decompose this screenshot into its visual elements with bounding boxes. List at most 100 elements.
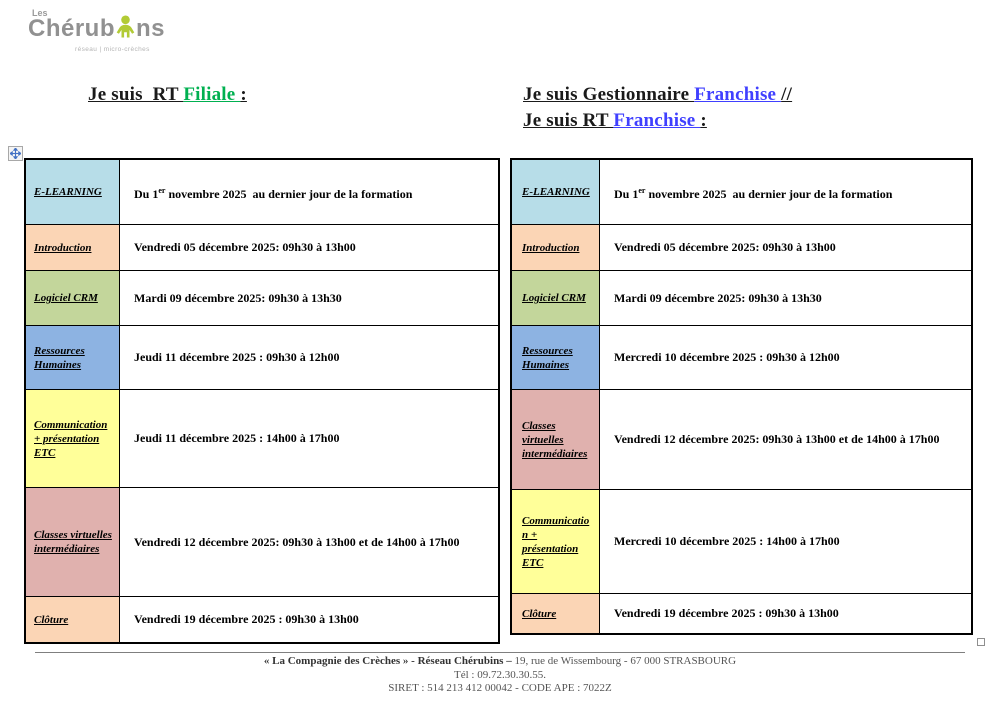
table-row: Logiciel CRM Mardi 09 décembre 2025: 09h3… xyxy=(26,270,498,325)
topic-label: Logiciel CRM xyxy=(522,292,586,304)
schedule-text: Mercredi 10 décembre 2025 : 14h00 à 17h0… xyxy=(614,534,840,548)
topic-label: Introduction xyxy=(34,241,92,254)
topic-label: Clôture xyxy=(34,613,69,626)
text-segment: Franchise xyxy=(613,110,701,131)
topic-cell[interactable]: Logiciel CRM xyxy=(512,271,600,325)
heading-franchise: Je suis Gestionnaire Franchise // Je sui… xyxy=(523,82,792,134)
schedule-text: Mardi 09 décembre 2025: 09h30 à 13h30 xyxy=(614,290,822,305)
logo: Les Chérub ns réseau | micro-crèches xyxy=(28,8,178,56)
schedule-table-filiale: E-LEARNING Du 1er novembre 2025 au dernie… xyxy=(24,158,500,644)
topic-cell[interactable]: E-LEARNING xyxy=(26,160,120,224)
schedule-text: Vendredi 12 décembre 2025: 09h30 à 13h00… xyxy=(614,432,940,446)
topic-label: Classes virtuelles intermédiaires xyxy=(522,419,588,460)
table-row: Clôture Vendredi 19 décembre 2025 : 09h30… xyxy=(512,593,971,633)
schedule-table-franchise: E-LEARNING Du 1er novembre 2025 au dernie… xyxy=(510,158,973,635)
schedule-cell[interactable]: Du 1er novembre 2025 au dernier jour de … xyxy=(600,160,971,224)
child-icon xyxy=(115,15,136,41)
table-row: Ressources Humaines Mercredi 10 décembre … xyxy=(512,325,971,389)
topic-label: Classes virtuelles intermédiaires xyxy=(34,529,112,555)
schedule-text: Jeudi 11 décembre 2025 : 14h00 à 17h00 xyxy=(134,431,340,445)
logo-tagline: réseau | micro-crèches xyxy=(75,46,150,53)
text-segment: 19, rue de Wissembourg - 67 000 STRASBOU… xyxy=(511,655,737,667)
schedule-text: Vendredi 05 décembre 2025: 09h30 à 13h00 xyxy=(134,240,356,254)
table-row: Classes virtuelles intermédiaires Vendred… xyxy=(26,487,498,596)
schedule-cell[interactable]: Jeudi 11 décembre 2025 : 14h00 à 17h00 xyxy=(120,390,498,487)
topic-cell[interactable]: Ressources Humaines xyxy=(26,326,120,389)
table-row: Clôture Vendredi 19 décembre 2025 : 09h30… xyxy=(26,596,498,642)
topic-label: E-LEARNING xyxy=(34,186,102,198)
heading-rt-filiale: Je suis RT Filiale : xyxy=(88,82,247,108)
logo-les-text: Les xyxy=(32,8,48,18)
table-row: E-LEARNING Du 1er novembre 2025 au dernie… xyxy=(26,160,498,224)
topic-cell[interactable]: E-LEARNING xyxy=(512,160,600,224)
table-row: Introduction Vendredi 05 décembre 2025: 0… xyxy=(26,224,498,270)
topic-label: Communication + présentation ETC xyxy=(522,514,590,569)
table-row: Logiciel CRM Mardi 09 décembre 2025: 09h3… xyxy=(512,270,971,325)
topic-label: Communication + présentation ETC xyxy=(34,418,108,459)
topic-label: Logiciel CRM xyxy=(34,292,98,304)
topic-label: Clôture xyxy=(522,607,557,620)
topic-label: Ressources Humaines xyxy=(522,344,573,371)
schedule-text: Du 1er novembre 2025 au dernier jour de … xyxy=(134,185,413,201)
schedule-cell[interactable]: Vendredi 19 décembre 2025 : 09h30 à 13h0… xyxy=(120,597,498,642)
table-move-handle-icon[interactable] xyxy=(8,146,23,161)
schedule-cell[interactable]: Vendredi 05 décembre 2025: 09h30 à 13h00 xyxy=(600,225,971,270)
schedule-text: Vendredi 05 décembre 2025: 09h30 à 13h00 xyxy=(614,240,836,254)
page-footer: « La Compagnie des Crèches » - Réseau Ch… xyxy=(0,655,1000,696)
schedule-cell[interactable]: Vendredi 12 décembre 2025: 09h30 à 13h00… xyxy=(600,390,971,489)
text-segment: Je suis RT xyxy=(523,110,614,131)
footer-phone-line: Tél : 09.72.30.30.55. xyxy=(454,668,546,681)
logo-text-post: ns xyxy=(136,15,166,42)
topic-cell[interactable]: Logiciel CRM xyxy=(26,271,120,325)
footer-siret-line: SIRET : 514 213 412 00042 - CODE APE : 7… xyxy=(388,682,612,694)
table-resize-handle-icon[interactable] xyxy=(977,638,985,646)
text-segment: : xyxy=(240,84,247,105)
table-row: Introduction Vendredi 05 décembre 2025: 0… xyxy=(512,224,971,270)
schedule-cell[interactable]: Vendredi 05 décembre 2025: 09h30 à 13h00 xyxy=(120,225,498,270)
topic-cell[interactable]: Ressources Humaines xyxy=(512,326,600,389)
text-segment: Je suis RT xyxy=(88,84,184,105)
schedule-text: Mardi 09 décembre 2025: 09h30 à 13h30 xyxy=(134,290,342,305)
logo-wordmark: Chérub ns xyxy=(28,15,165,41)
topic-cell[interactable]: Communication + présentation ETC xyxy=(26,390,120,487)
text-segment: Filiale xyxy=(183,84,241,105)
footer-address-line: « La Compagnie des Crèches » - Réseau Ch… xyxy=(0,655,1000,669)
schedule-text: Vendredi 12 décembre 2025: 09h30 à 13h00… xyxy=(134,534,460,549)
topic-cell[interactable]: Clôture xyxy=(26,597,120,642)
text-segment: Franchise xyxy=(694,84,782,105)
schedule-cell[interactable]: Mardi 09 décembre 2025: 09h30 à 13h30 xyxy=(600,271,971,325)
topic-cell[interactable]: Classes virtuelles intermédiaires xyxy=(512,390,600,489)
schedule-cell[interactable]: Mercredi 10 décembre 2025 : 09h30 à 12h0… xyxy=(600,326,971,389)
table-row: Communication + présentation ETC Jeudi 11… xyxy=(26,389,498,487)
schedule-text: Mercredi 10 décembre 2025 : 09h30 à 12h0… xyxy=(614,350,840,364)
schedule-cell[interactable]: Vendredi 12 décembre 2025: 09h30 à 13h00… xyxy=(120,488,498,596)
topic-label: Ressources Humaines xyxy=(34,344,85,371)
text-segment: // xyxy=(781,84,793,105)
text-segment: Je suis Gestionnaire xyxy=(523,84,695,105)
schedule-cell[interactable]: Jeudi 11 décembre 2025 : 09h30 à 12h00 xyxy=(120,326,498,389)
footer-divider xyxy=(35,652,965,653)
schedule-text: Jeudi 11 décembre 2025 : 09h30 à 12h00 xyxy=(134,350,340,364)
schedule-cell[interactable]: Mardi 09 décembre 2025: 09h30 à 13h30 xyxy=(120,271,498,325)
schedule-cell[interactable]: Vendredi 19 décembre 2025 : 09h30 à 13h0… xyxy=(600,594,971,633)
topic-cell[interactable]: Classes virtuelles intermédiaires xyxy=(26,488,120,596)
text-segment: « La Compagnie des Crèches » - Réseau Ch… xyxy=(263,655,512,667)
text-segment: : xyxy=(700,110,707,131)
table-row: Classes virtuelles intermédiaires Vendred… xyxy=(512,389,971,489)
table-row: E-LEARNING Du 1er novembre 2025 au dernie… xyxy=(512,160,971,224)
schedule-text: Vendredi 19 décembre 2025 : 09h30 à 13h0… xyxy=(134,612,359,626)
topic-cell[interactable]: Introduction xyxy=(512,225,600,270)
topic-label: Introduction xyxy=(522,241,580,254)
schedule-text: Vendredi 19 décembre 2025 : 09h30 à 13h0… xyxy=(614,606,839,620)
schedule-cell[interactable]: Mercredi 10 décembre 2025 : 14h00 à 17h0… xyxy=(600,490,971,593)
schedule-cell[interactable]: Du 1er novembre 2025 au dernier jour de … xyxy=(120,160,498,224)
table-row: Ressources Humaines Jeudi 11 décembre 202… xyxy=(26,325,498,389)
logo-text-pre: Chérub xyxy=(28,15,115,42)
topic-cell[interactable]: Clôture xyxy=(512,594,600,633)
topic-cell[interactable]: Communication + présentation ETC xyxy=(512,490,600,593)
topic-label: E-LEARNING xyxy=(522,186,590,198)
heading-franchise-line1: Je suis Gestionnaire Franchise // xyxy=(523,82,792,108)
heading-franchise-line2: Je suis RT Franchise : xyxy=(523,108,792,134)
schedule-text: Du 1er novembre 2025 au dernier jour de … xyxy=(614,185,893,201)
topic-cell[interactable]: Introduction xyxy=(26,225,120,270)
